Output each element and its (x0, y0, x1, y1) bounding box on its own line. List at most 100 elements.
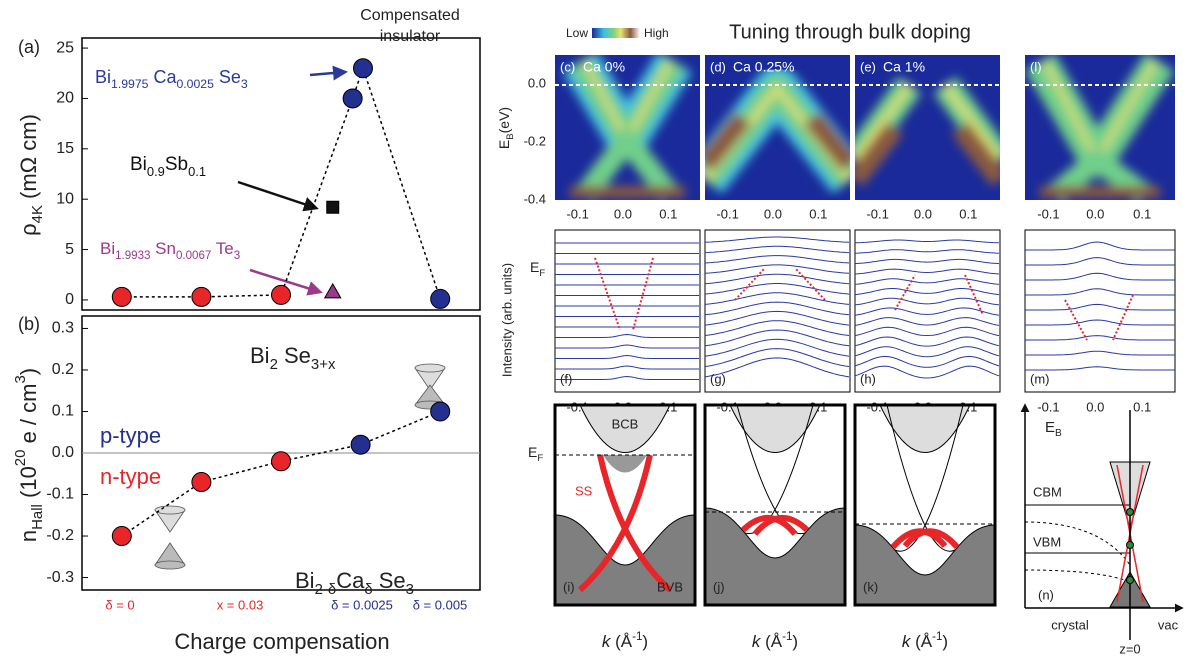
fermi-label: EF (528, 444, 543, 464)
y-tick-label: 20 (56, 90, 74, 107)
panel-label: (n) (1038, 587, 1054, 602)
annotation: Bi1.9933 Sn0.0067 Te3 (100, 239, 240, 262)
text-part: k (602, 632, 612, 651)
annotation: Bi2 Se3+x (250, 343, 336, 374)
heatmap-features (855, 76, 1000, 187)
y-axis-label: ρ4K (mΩ cm) (16, 114, 47, 236)
panel-label: (d) (710, 59, 726, 74)
band-intensity (942, 83, 1000, 162)
text-part: Bi (95, 67, 111, 87)
y-tick-label: -0.4 (524, 191, 546, 206)
text-part: ) (642, 632, 648, 651)
edc-curve (854, 249, 1000, 254)
dispersion-guide (794, 267, 826, 301)
edc-curve (854, 355, 1000, 368)
x-tick-label: 0.0 (764, 206, 782, 221)
text-part: Se (373, 568, 406, 593)
point (271, 284, 291, 305)
text-part: Te (211, 239, 233, 258)
text-part: B (1055, 428, 1062, 439)
heatmap-image (555, 55, 700, 200)
band-frame (853, 403, 997, 607)
x-tick-label: 0.0 (1086, 399, 1104, 414)
text-part: ) (792, 632, 798, 651)
panel-label: (g) (710, 371, 726, 386)
colorbar-label: High (644, 26, 669, 40)
text-part: -1 (932, 631, 942, 643)
x-tick-label: 0.1 (659, 206, 677, 221)
text-part: 1.9933 (115, 250, 150, 262)
panel-label: (b) (18, 314, 40, 334)
chart-title: Compensated (360, 7, 460, 24)
text-part: Bi (130, 154, 147, 175)
text-part: 3 (12, 375, 29, 383)
band-label: BCB (612, 416, 639, 431)
y-tick-label: 0.2 (52, 361, 74, 378)
band-intensity (855, 83, 913, 162)
text-part: E (1045, 419, 1055, 436)
schematic (1020, 403, 1184, 640)
y-tick-label: 0.0 (52, 444, 74, 461)
text-part: (eV) (496, 107, 512, 133)
fermi-label: EF (530, 259, 545, 279)
annotation: Bi2-δCaδ Se3 (295, 568, 414, 599)
chart-title: insulator (380, 28, 441, 45)
text-part: F (539, 268, 545, 279)
surface-state (894, 405, 964, 552)
plot-frame (81, 37, 481, 311)
text-part: Bi (250, 343, 270, 368)
edc-panel (854, 229, 1001, 393)
x-note: x = 0.03 (217, 597, 264, 612)
x-tick-label: 0.0 (614, 206, 632, 221)
text-part: Sn (150, 239, 176, 258)
edc-curve (555, 344, 699, 349)
x-axis-label: Charge compensation (174, 629, 389, 654)
text-part: ρ (16, 223, 41, 236)
heatmap-features (1025, 55, 1175, 200)
point (191, 472, 212, 493)
band-content (705, 405, 845, 605)
text-part: B (505, 133, 516, 139)
edc-curve (555, 333, 699, 338)
valence-band (705, 507, 845, 605)
point (430, 288, 451, 309)
filled-band (603, 455, 647, 473)
edc-curve (704, 245, 850, 254)
panel-label: (a) (18, 37, 40, 57)
point (430, 401, 451, 422)
x-tick-label: 0.0 (914, 206, 932, 221)
x-tick-label: -0.1 (866, 206, 888, 221)
edc-curve (704, 283, 850, 295)
point (350, 434, 371, 455)
text-part: (mΩ cm) (16, 114, 41, 205)
edc-curve (854, 239, 1000, 244)
point (352, 58, 373, 79)
text-part: 3 (234, 250, 240, 262)
trend-line (121, 65, 441, 300)
text-part: Ca (148, 67, 177, 87)
heatmap-features (705, 66, 850, 194)
edc-curve (704, 255, 850, 264)
edc-curve (704, 357, 850, 378)
edc-curve (704, 236, 850, 243)
x-note: δ = 0 (105, 597, 134, 612)
conduction-band (579, 405, 671, 453)
text-part: Se (278, 343, 311, 368)
text-part: E (528, 444, 537, 460)
x-axis-label: k (Å-1) (902, 631, 948, 651)
edc-curve (854, 336, 1000, 347)
edc-curve (704, 273, 850, 285)
panel-label: (j) (713, 579, 725, 594)
point (323, 282, 342, 299)
x-tick-label: 0.1 (1133, 399, 1151, 414)
x-tick-label: -0.1 (716, 206, 738, 221)
band-intensity (705, 111, 751, 172)
x-tick-label: -0.1 (566, 206, 588, 221)
edc-frame (704, 229, 851, 393)
trend-line (121, 410, 441, 537)
text-part: k (752, 632, 762, 651)
axis-label: EB (1045, 419, 1062, 439)
heatmap-features (562, 55, 693, 200)
text-part: Se (214, 67, 241, 87)
region-label: crystal (1051, 617, 1089, 632)
